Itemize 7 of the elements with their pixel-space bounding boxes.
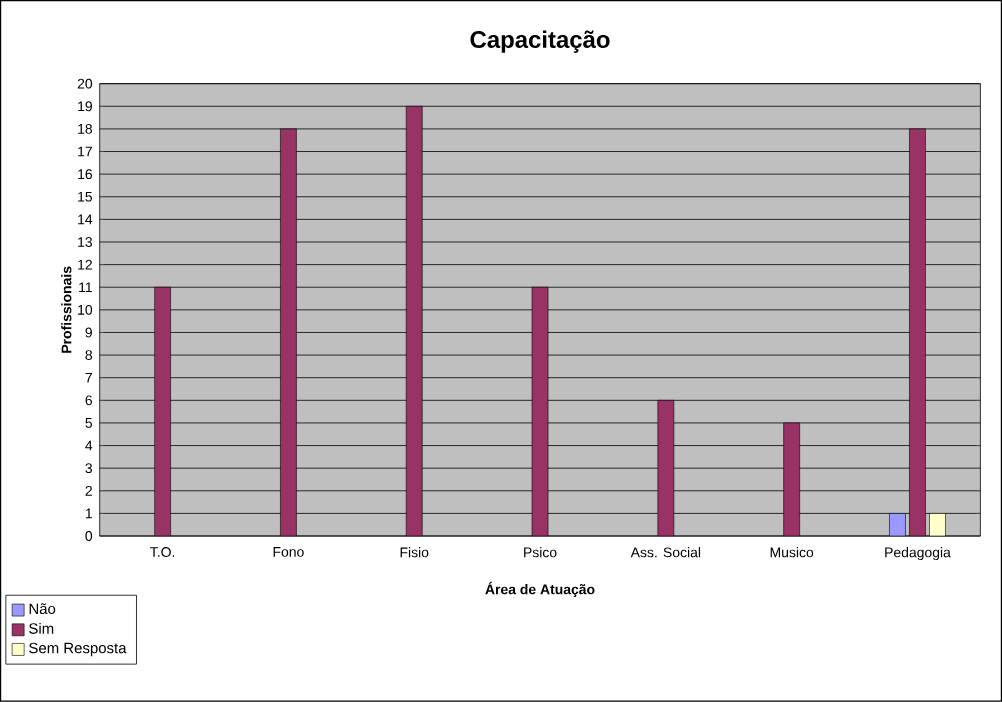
bar <box>405 106 423 537</box>
bar <box>154 287 171 537</box>
bar <box>657 400 675 537</box>
chart-title: Capacitação <box>470 30 610 53</box>
bar <box>783 422 800 537</box>
bar <box>909 128 926 537</box>
bar <box>280 128 297 537</box>
